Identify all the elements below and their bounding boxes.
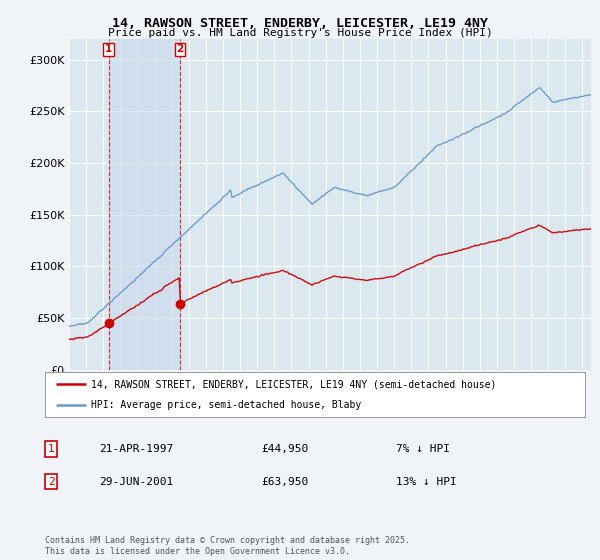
Text: 7% ↓ HPI: 7% ↓ HPI <box>396 444 450 454</box>
Text: 13% ↓ HPI: 13% ↓ HPI <box>396 477 457 487</box>
Text: Contains HM Land Registry data © Crown copyright and database right 2025.
This d: Contains HM Land Registry data © Crown c… <box>45 536 410 556</box>
Text: £63,950: £63,950 <box>261 477 308 487</box>
Text: 14, RAWSON STREET, ENDERBY, LEICESTER, LE19 4NY (semi-detached house): 14, RAWSON STREET, ENDERBY, LEICESTER, L… <box>91 380 496 390</box>
Text: 29-JUN-2001: 29-JUN-2001 <box>99 477 173 487</box>
Text: Price paid vs. HM Land Registry's House Price Index (HPI): Price paid vs. HM Land Registry's House … <box>107 28 493 38</box>
Text: 14, RAWSON STREET, ENDERBY, LEICESTER, LE19 4NY: 14, RAWSON STREET, ENDERBY, LEICESTER, L… <box>112 17 488 30</box>
Text: HPI: Average price, semi-detached house, Blaby: HPI: Average price, semi-detached house,… <box>91 400 361 410</box>
Text: 1: 1 <box>47 444 55 454</box>
Text: 21-APR-1997: 21-APR-1997 <box>99 444 173 454</box>
Text: 2: 2 <box>176 44 184 54</box>
Bar <box>109 39 180 370</box>
Text: £44,950: £44,950 <box>261 444 308 454</box>
Text: 2: 2 <box>47 477 55 487</box>
Text: 1: 1 <box>105 44 112 54</box>
